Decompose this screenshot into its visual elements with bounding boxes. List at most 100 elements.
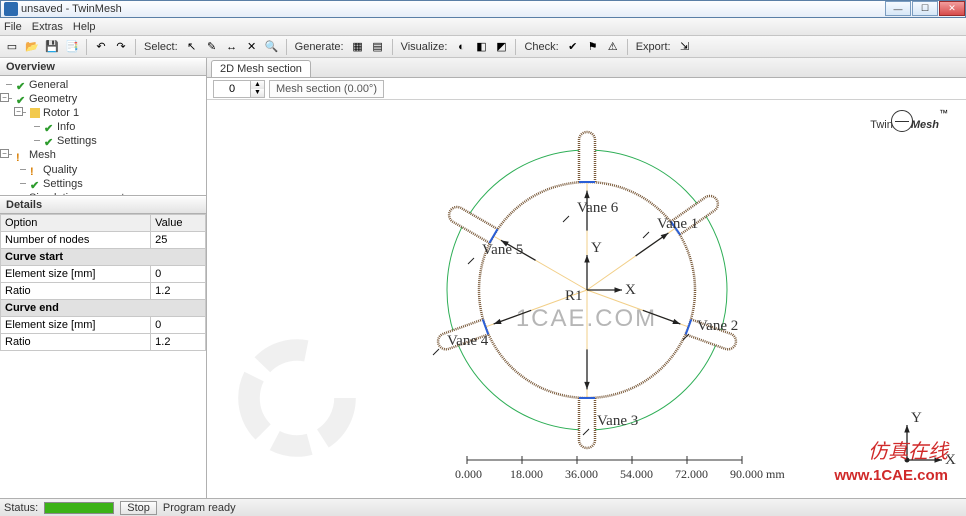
cursor-icon[interactable]: ↖ — [184, 39, 200, 55]
mesh-section-spinner[interactable]: ▲ ▼ — [213, 80, 265, 98]
vis-3-icon[interactable]: ◩ — [493, 39, 509, 55]
window-title: unsaved - TwinMesh — [21, 3, 884, 15]
details-col-value: Value — [151, 215, 206, 232]
details-value[interactable]: 0 — [151, 266, 206, 283]
svg-text:90.000 mm: 90.000 mm — [730, 467, 785, 481]
export-1-icon[interactable]: ⇲ — [677, 39, 693, 55]
tree-status-icon: ✔ — [16, 94, 26, 104]
auto-icon[interactable]: 🔍 — [264, 39, 280, 55]
file-open-icon[interactable]: 📂 — [24, 39, 40, 55]
undo-icon[interactable]: ↶ — [93, 39, 109, 55]
tree-item[interactable]: Quality — [43, 164, 77, 176]
status-bar: Status: Stop Program ready — [0, 498, 966, 516]
tree-status-icon: ✔ — [44, 136, 54, 146]
overview-tree[interactable]: ✔General−✔Geometry−Rotor 1✔Info✔Settings… — [0, 76, 206, 196]
vis-1-icon[interactable]: ◐ — [453, 39, 469, 55]
menu-bar: File Extras Help — [0, 18, 966, 36]
status-label: Status: — [4, 502, 38, 514]
eraser-icon[interactable]: ✕ — [244, 39, 260, 55]
brush-icon[interactable]: ✎ — [204, 39, 220, 55]
redo-icon[interactable]: ↷ — [113, 39, 129, 55]
svg-text:54.000: 54.000 — [620, 467, 653, 481]
tree-status-icon — [30, 108, 40, 118]
tree-item[interactable]: General — [29, 79, 68, 91]
details-option: Element size [mm] — [1, 266, 151, 283]
file-new-icon[interactable]: ▭ — [4, 39, 20, 55]
details-option: Ratio — [1, 334, 151, 351]
toolbar-label: Visualize: — [401, 41, 448, 53]
main-toolbar: ▭📂💾📑↶↷Select:↖✎↔✕🔍Generate:▦▤Visualize:◐… — [0, 36, 966, 58]
details-option: Ratio — [1, 283, 151, 300]
tree-item[interactable]: Settings — [43, 178, 83, 190]
background-pie-icon — [237, 338, 357, 458]
tree-status-icon: ✔ — [30, 179, 40, 189]
details-value[interactable]: 25 — [151, 232, 206, 249]
tree-item[interactable]: Info — [57, 121, 75, 133]
spinner-up-icon[interactable]: ▲ — [251, 81, 264, 89]
svg-text:Vane 6: Vane 6 — [577, 200, 619, 216]
svg-text:Vane 3: Vane 3 — [597, 413, 638, 429]
overlay-brand-url: www.1CAE.com — [834, 467, 948, 484]
tree-toggle-icon[interactable]: − — [0, 149, 9, 158]
svg-text:X: X — [625, 282, 636, 298]
details-value[interactable]: 1.2 — [151, 283, 206, 300]
toolbar-label: Check: — [524, 41, 558, 53]
tree-status-icon: ! — [30, 165, 40, 175]
check-3-icon[interactable]: ⚠ — [605, 39, 621, 55]
mesh-section-readout: Mesh section (0.00°) — [269, 80, 384, 98]
details-option: Element size [mm] — [1, 317, 151, 334]
menu-extras[interactable]: Extras — [32, 21, 63, 33]
left-panel: Overview ✔General−✔Geometry−Rotor 1✔Info… — [0, 58, 207, 498]
app-icon — [4, 2, 18, 16]
details-section: Curve start — [1, 249, 206, 266]
tree-status-icon: ! — [16, 151, 26, 161]
tree-item[interactable]: Settings — [57, 135, 97, 147]
vis-2-icon[interactable]: ◧ — [473, 39, 489, 55]
window-maximize-button[interactable]: ☐ — [912, 1, 938, 16]
tree-toggle-icon[interactable]: − — [0, 93, 9, 102]
details-table: Option Value Number of nodes25Curve star… — [0, 214, 206, 498]
svg-text:Vane 1: Vane 1 — [657, 216, 698, 232]
toolbar-label: Generate: — [295, 41, 344, 53]
gen-1-icon[interactable]: ▦ — [350, 39, 366, 55]
svg-text:36.000: 36.000 — [565, 467, 598, 481]
check-2-icon[interactable]: ⚑ — [585, 39, 601, 55]
spinner-down-icon[interactable]: ▼ — [251, 89, 264, 97]
status-message: Program ready — [163, 502, 236, 514]
menu-file[interactable]: File — [4, 21, 22, 33]
tree-status-icon: ✔ — [16, 80, 26, 90]
details-value[interactable]: 0 — [151, 317, 206, 334]
details-col-option: Option — [1, 215, 151, 232]
tree-toggle-icon[interactable]: − — [14, 107, 23, 116]
svg-text:Vane 2: Vane 2 — [697, 318, 738, 334]
save-icon[interactable]: 💾 — [44, 39, 60, 55]
status-progress — [44, 502, 114, 514]
stop-button[interactable]: Stop — [120, 501, 157, 515]
tree-item[interactable]: Geometry — [29, 93, 77, 105]
details-value[interactable]: 1.2 — [151, 334, 206, 351]
overview-header: Overview — [0, 58, 206, 76]
window-minimize-button[interactable]: — — [885, 1, 911, 16]
mesh-section-input[interactable] — [214, 81, 250, 97]
menu-help[interactable]: Help — [73, 21, 96, 33]
svg-text:Vane 5: Vane 5 — [482, 242, 523, 258]
svg-text:72.000: 72.000 — [675, 467, 708, 481]
details-option: Number of nodes — [1, 232, 151, 249]
details-header: Details — [0, 196, 206, 214]
svg-text:Vane 4: Vane 4 — [447, 333, 489, 349]
svg-text:18.000: 18.000 — [510, 467, 543, 481]
save-all-icon[interactable]: 📑 — [64, 39, 80, 55]
svg-text:Y: Y — [911, 410, 922, 426]
gen-2-icon[interactable]: ▤ — [370, 39, 386, 55]
tree-item[interactable]: Rotor 1 — [43, 107, 79, 119]
tree-status-icon: ✔ — [44, 122, 54, 132]
tab-2d-mesh-section[interactable]: 2D Mesh section — [211, 60, 311, 77]
svg-text:0.000: 0.000 — [455, 467, 482, 481]
viewport-toolbar: ▲ ▼ Mesh section (0.00°) — [207, 78, 966, 100]
window-close-button[interactable]: ✕ — [939, 1, 965, 16]
tree-item[interactable]: Mesh — [29, 150, 56, 162]
viewport-canvas[interactable]: TwinMesh™ 1CAE.COM Vane 6Vane 1Vane 2Van… — [207, 100, 966, 498]
ruler-icon[interactable]: ↔ — [224, 39, 240, 55]
details-section: Curve end — [1, 300, 206, 317]
check-1-icon[interactable]: ✔ — [565, 39, 581, 55]
